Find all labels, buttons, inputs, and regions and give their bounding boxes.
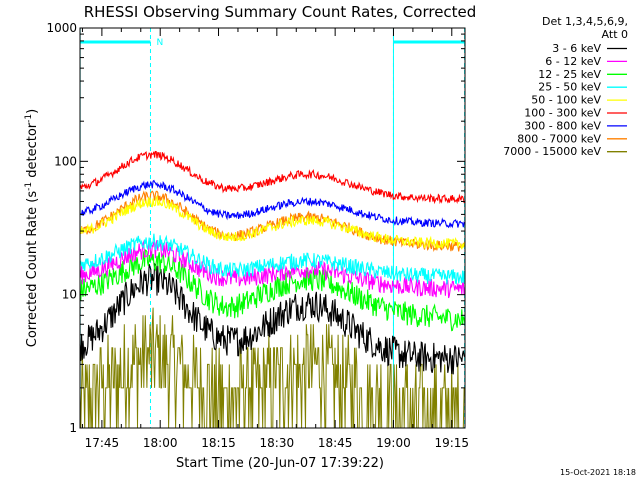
x-tick-label: 18:15 xyxy=(201,436,236,450)
legend-entry-label: 12 - 25 keV xyxy=(538,68,601,81)
series-line xyxy=(79,233,466,285)
legend-entry-label: 6 - 12 keV xyxy=(545,55,601,68)
plot-frame xyxy=(79,27,466,429)
series-line xyxy=(79,179,466,229)
legend-entry-label: 50 - 100 keV xyxy=(531,94,601,107)
y-tick-label: 1 xyxy=(69,421,77,435)
legend-header: Det 1,3,4,5,6,9, xyxy=(542,15,628,28)
legend-entry-label: 7000 - 15000 keV xyxy=(503,145,601,158)
x-axis-label: Start Time (20-Jun-07 17:39:22) xyxy=(176,456,384,471)
legend-entry-label: 25 - 50 keV xyxy=(538,81,601,94)
chart-title: RHESSI Observing Summary Count Rates, Co… xyxy=(84,3,477,21)
x-tick-label: 17:45 xyxy=(85,436,120,450)
y-axis-label: Corrected Count Rate (s-1 detector-1) xyxy=(24,109,40,347)
series-line xyxy=(79,262,466,375)
series-line xyxy=(79,190,466,253)
series-line xyxy=(79,307,465,429)
series-line xyxy=(79,239,466,299)
night-flag-label: N xyxy=(156,38,163,48)
series-line xyxy=(79,194,466,250)
x-tick-label: 19:15 xyxy=(434,436,469,450)
y-tick-label: 1000 xyxy=(46,21,77,35)
x-tick-label: 18:30 xyxy=(260,436,295,450)
legend-entry-label: 800 - 7000 keV xyxy=(517,132,601,145)
legend-entry-label: 3 - 6 keV xyxy=(552,42,601,55)
y-tick-label: 100 xyxy=(54,154,77,168)
y-tick-label: 10 xyxy=(62,288,77,302)
legend-entry-label: 300 - 800 keV xyxy=(524,119,601,132)
legend-header: Att 0 xyxy=(602,28,628,41)
legend-entry-label: 100 - 300 keV xyxy=(524,107,601,120)
x-tick-label: 18:00 xyxy=(143,436,178,450)
x-tick-label: 18:45 xyxy=(318,436,353,450)
series-line xyxy=(79,150,466,205)
series-line xyxy=(79,249,466,332)
x-tick-label: 19:00 xyxy=(376,436,411,450)
footer-timestamp: 15-Oct-2021 18:18 xyxy=(560,468,636,477)
